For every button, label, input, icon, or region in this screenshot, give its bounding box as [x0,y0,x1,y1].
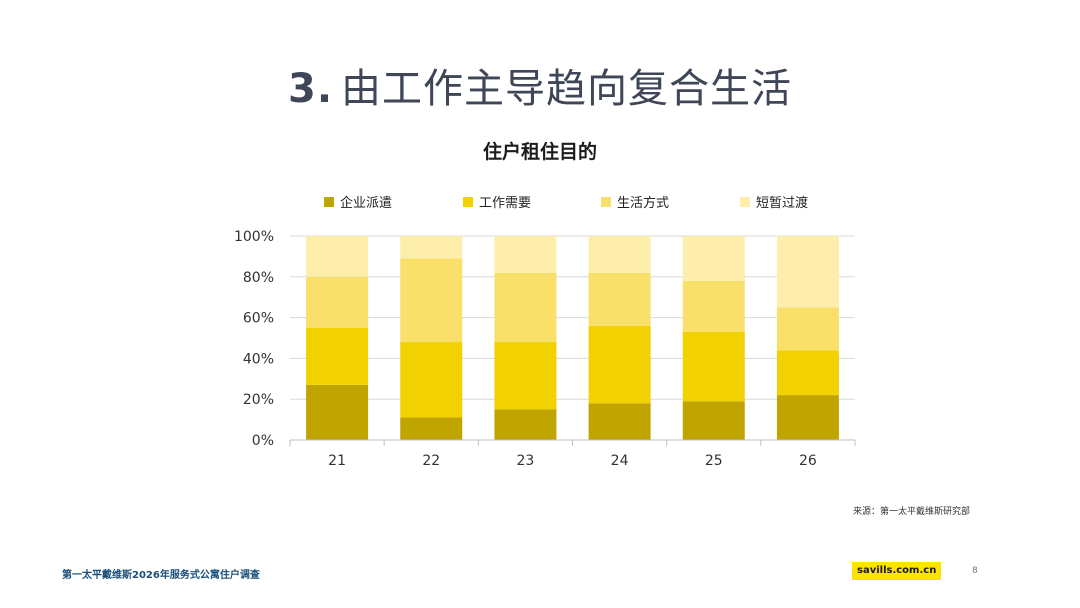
bar-segment [682,236,745,281]
y-tick-label: 20% [243,392,274,408]
bar-segment [682,401,745,440]
bar-segment [400,417,463,440]
x-tick-label: 25 [705,453,723,469]
y-tick-label: 40% [243,351,274,367]
bar-segment [682,280,745,332]
bar-segment [682,331,745,402]
y-tick-label: 100% [234,229,274,245]
section-title: 由工作主导趋向复合生活 [341,66,793,112]
x-tick-label: 23 [517,453,535,469]
bar-segment [306,384,369,440]
bar-segment [306,327,369,385]
bar-segment [306,276,369,328]
x-tick-label: 22 [422,453,440,469]
bar-segment [776,236,839,308]
bar-segment [776,307,839,351]
bar-segment [400,258,463,343]
y-tick-label: 0% [252,433,274,449]
bar-segment [776,350,839,396]
bar-segment [400,342,463,418]
bar-segment [400,236,463,259]
bar-segment [494,236,557,273]
chart-title: 住户租住目的 [482,141,597,163]
bar-segment [494,272,557,343]
page-title: 3. 由工作主导趋向复合生活 [0,56,1080,114]
legend-label: 生活方式 [617,195,669,211]
legend-swatch [740,197,750,207]
page-number: 8 [972,566,978,576]
legend-swatch [601,197,611,207]
savills-logo-link[interactable]: savills.com.cn [852,562,942,580]
legend-label: 短暂过渡 [756,195,808,211]
bar-segment [588,325,651,404]
x-tick-label: 21 [328,453,346,469]
section-number: 3. [287,66,334,112]
y-tick-label: 80% [243,270,274,286]
bar-segment [588,236,651,273]
bar-segment [776,395,839,440]
legend-label: 工作需要 [479,196,531,211]
bar-segment [494,342,557,410]
bar-segment [306,236,369,277]
source-note: 来源：第一太平戴维斯研究部 [852,507,970,517]
x-tick-label: 24 [611,453,629,469]
bar-segment [588,272,651,326]
legend-label: 企业派遣 [340,195,392,211]
x-tick-label: 26 [799,453,817,469]
legend-swatch [463,197,473,207]
bar-segment [588,403,651,440]
bar-segment [494,409,557,440]
y-tick-label: 60% [243,311,274,327]
legend-swatch [324,197,334,207]
footer-report-title: 第一太平戴维斯2026年服务式公寓住户调查 [62,570,260,581]
